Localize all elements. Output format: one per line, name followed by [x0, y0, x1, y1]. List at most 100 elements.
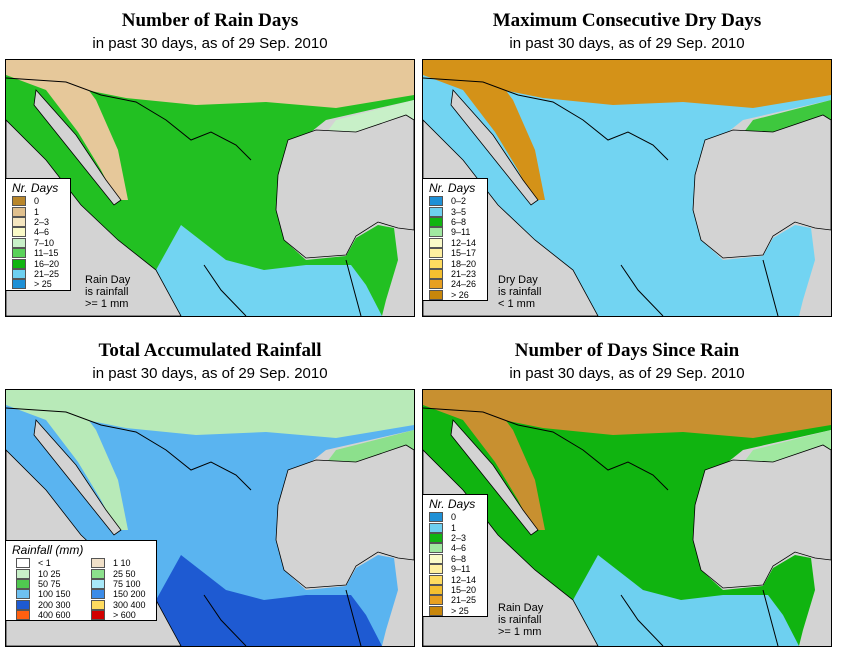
- panel-title: Total Accumulated Rainfall: [98, 340, 322, 361]
- legend-swatch: [12, 279, 26, 290]
- legend-item: 9–11: [423, 564, 487, 575]
- legend-item: > 25: [6, 279, 70, 290]
- legend-label: 9–11: [451, 227, 471, 238]
- legend-swatch: [12, 216, 26, 227]
- legend-swatch: [429, 543, 443, 554]
- legend-swatch: [91, 568, 105, 579]
- legend-item: 21–25: [423, 595, 487, 606]
- legend-item: 4–6: [423, 543, 487, 554]
- legend-item: 75 100: [85, 578, 156, 589]
- legend-label: > 25: [34, 279, 52, 290]
- legend-item: > 25: [423, 605, 487, 616]
- legend-label: 0: [451, 512, 457, 523]
- legend-title: Rainfall (mm): [12, 543, 84, 557]
- legend-swatch: [16, 578, 30, 589]
- north-region: [423, 60, 831, 108]
- legend-label: < 1: [38, 558, 51, 569]
- panel-rain-days: Number of Rain Days in past 30 days, as …: [5, 0, 415, 330]
- legend-item: 150 200: [85, 589, 156, 600]
- legend-swatch: [91, 599, 105, 610]
- panel-max-dry-days: Maximum Consecutive Dry Days in past 30 …: [422, 0, 832, 330]
- legend-label: 400 600: [38, 610, 71, 621]
- legend-label: 2–3: [34, 216, 50, 227]
- panel-subtitle: in past 30 days, as of 29 Sep. 2010: [92, 35, 328, 52]
- legend-swatch: [91, 558, 105, 569]
- legend-item: 7–10: [6, 237, 70, 248]
- legend-item: 200 300: [10, 599, 81, 610]
- legend-swatch: [429, 574, 443, 585]
- map-note: Dry Day is rainfall < 1 mm: [498, 274, 541, 310]
- legend-swatch: [429, 206, 443, 217]
- panel-title: Number of Days Since Rain: [514, 340, 740, 361]
- note-line: Rain Day: [85, 274, 131, 286]
- legend-swatch: [16, 589, 30, 600]
- border-line: [620, 594, 664, 646]
- legend-item: 25 50: [85, 568, 156, 579]
- legend-item: 1: [6, 206, 70, 217]
- legend-item: 6–8: [423, 553, 487, 564]
- legend-item: 16–20: [6, 258, 70, 269]
- legend-item: 15–20: [423, 584, 487, 595]
- legend-item: 1: [423, 522, 487, 533]
- border-line: [762, 589, 779, 646]
- legend-item: 21–23: [423, 268, 487, 279]
- map-note: Rain Day is rainfall >= 1 mm: [85, 274, 130, 310]
- legend-label: 12–14: [451, 574, 477, 585]
- legend-label: 1 10: [113, 558, 131, 569]
- border-line: [423, 77, 669, 161]
- legend-item: 11–15: [6, 248, 70, 259]
- note-line: Rain Day: [498, 602, 544, 614]
- legend-label: 75 100: [113, 578, 141, 589]
- legend-label: 50 75: [38, 578, 61, 589]
- legend-swatch: [429, 595, 443, 606]
- panel-days-since-rain: Number of Days Since Rain in past 30 day…: [422, 330, 832, 660]
- legend-label: 0: [34, 196, 40, 207]
- legend: Rainfall (mm) < 1 1 10 10 25 25 50 50 75 75 1…: [5, 540, 157, 622]
- legend-swatch: [429, 279, 443, 290]
- border-line: [6, 407, 252, 491]
- legend-item: 2–3: [6, 216, 70, 227]
- legend-item: 6–8: [423, 216, 487, 227]
- legend-item: 21–25: [6, 268, 70, 279]
- legend-item: > 26: [423, 289, 487, 300]
- legend-label: 9–11: [451, 564, 471, 575]
- legend-label: 4–6: [34, 227, 50, 238]
- legend-label: 3–5: [451, 206, 467, 217]
- legend-item: 2–3: [423, 532, 487, 543]
- legend-swatch: [429, 268, 443, 279]
- panel-subtitle: in past 30 days, as of 29 Sep. 2010: [92, 365, 328, 382]
- legend-swatch: [429, 227, 443, 238]
- border-line: [203, 594, 247, 646]
- south-region: [573, 555, 799, 646]
- legend-label: 21–23: [451, 268, 477, 279]
- legend-item: 1 10: [85, 558, 156, 569]
- gulf-of-california: [451, 420, 538, 535]
- legend-swatch: [429, 584, 443, 595]
- legend-swatch: [429, 216, 443, 227]
- coastline: [6, 89, 414, 316]
- legend-swatch: [429, 258, 443, 269]
- coastline: [423, 89, 831, 316]
- border-line: [423, 407, 669, 491]
- legend-title: Nr. Days: [12, 181, 59, 195]
- border-line: [620, 264, 664, 316]
- legend-swatch: [429, 196, 443, 207]
- legend-item: 400 600: [10, 610, 81, 621]
- legend-swatch: [12, 196, 26, 207]
- legend-label: 21–25: [451, 595, 477, 606]
- legend-swatch: [16, 558, 30, 569]
- legend-label: 4–6: [451, 543, 467, 554]
- legend-label: 1: [451, 522, 457, 533]
- legend-label: 15–20: [451, 584, 477, 595]
- legend-label: 100 150: [38, 589, 71, 600]
- legend-item: 18–20: [423, 258, 487, 269]
- legend-swatch: [12, 268, 26, 279]
- legend-label: 200 300: [38, 599, 71, 610]
- note-line: Dry Day: [498, 274, 538, 286]
- baja-region: [6, 390, 128, 530]
- legend-label: 2–3: [451, 532, 467, 543]
- legend-swatch: [429, 289, 443, 300]
- legend-item: 300 400: [85, 599, 156, 610]
- legend-item: 10 25: [10, 568, 81, 579]
- note-line: >= 1 mm: [498, 626, 542, 638]
